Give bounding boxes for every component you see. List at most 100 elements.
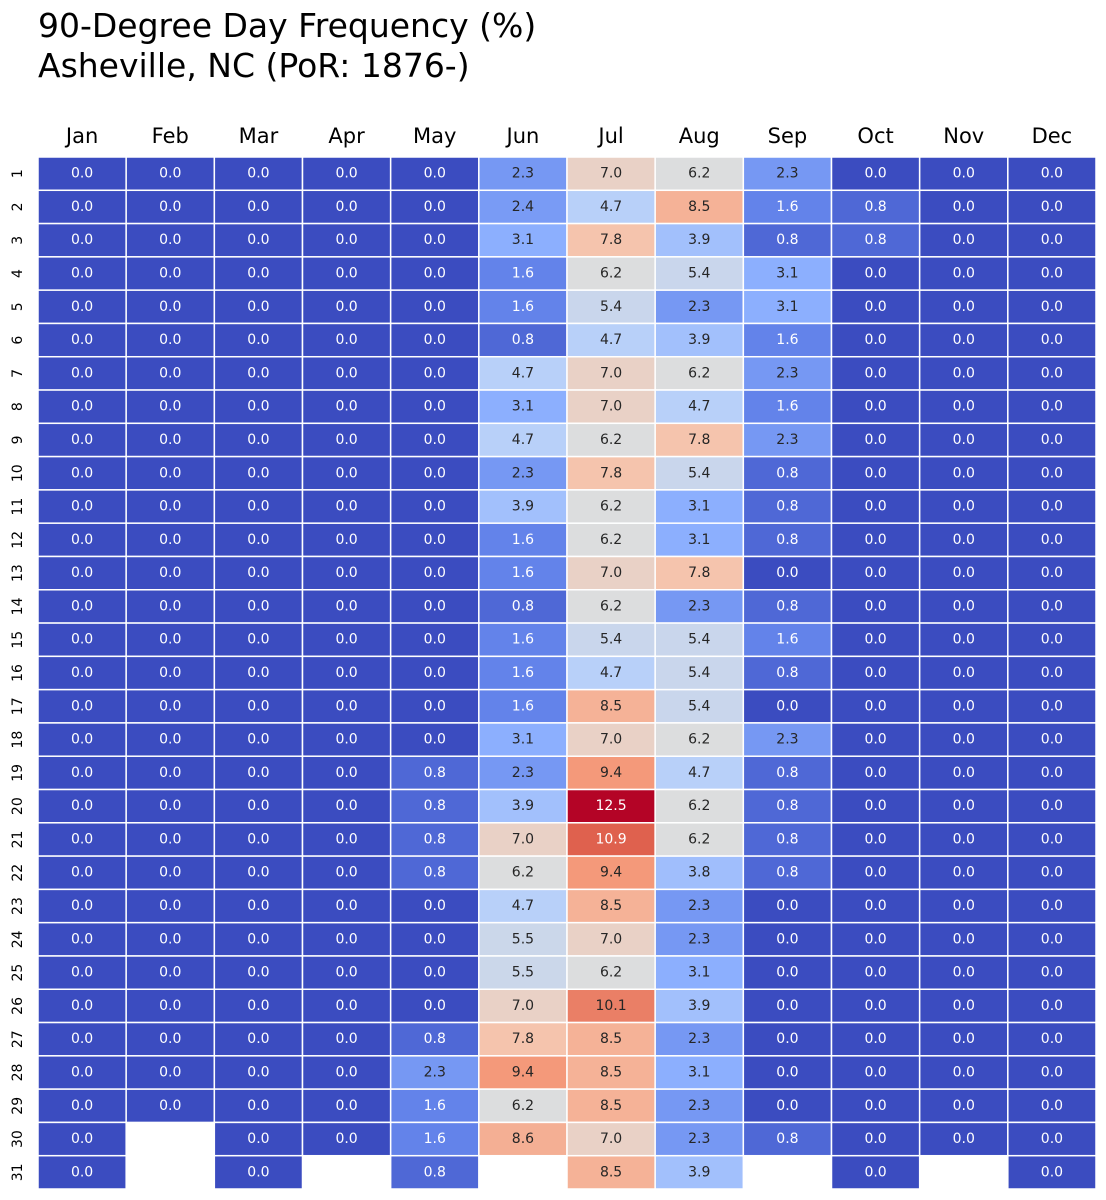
cell-value-label: 0.0 bbox=[247, 332, 269, 348]
cell-value-label: 6.2 bbox=[688, 166, 710, 182]
cell-value-label: 6.2 bbox=[512, 865, 534, 881]
cell-value-label: 0.8 bbox=[864, 232, 886, 248]
cell-value-label: 0.0 bbox=[953, 998, 975, 1014]
cell-value-label: 0.0 bbox=[424, 199, 446, 215]
cell-value-label: 0.0 bbox=[953, 765, 975, 781]
cell-value-label: 4.7 bbox=[512, 365, 534, 381]
cell-value-label: 0.0 bbox=[71, 1098, 93, 1114]
cell-value-label: 6.2 bbox=[600, 598, 622, 614]
cell-value-label: 0.8 bbox=[424, 798, 446, 814]
cell-value-label: 0.0 bbox=[424, 399, 446, 415]
cell-value-label: 0.0 bbox=[335, 798, 357, 814]
cell-value-label: 0.0 bbox=[953, 166, 975, 182]
cell-value-label: 0.0 bbox=[159, 399, 181, 415]
cell-value-label: 0.0 bbox=[71, 365, 93, 381]
cell-value-label: 9.4 bbox=[600, 765, 622, 781]
cell-value-label: 0.0 bbox=[424, 965, 446, 981]
cell-value-label: 0.8 bbox=[776, 831, 798, 847]
cell-value-label: 0.0 bbox=[424, 299, 446, 315]
cell-value-label: 0.0 bbox=[953, 865, 975, 881]
cell-value-label: 0.0 bbox=[71, 898, 93, 914]
cell-value-label: 0.0 bbox=[953, 1031, 975, 1047]
cell-value-label: 0.0 bbox=[335, 166, 357, 182]
cell-value-label: 0.0 bbox=[159, 299, 181, 315]
cell-value-label: 0.0 bbox=[159, 998, 181, 1014]
cell-value-label: 7.8 bbox=[688, 565, 710, 581]
cell-value-label: 0.0 bbox=[1041, 1164, 1063, 1180]
cell-value-label: 0.0 bbox=[71, 332, 93, 348]
cell-value-label: 0.0 bbox=[953, 598, 975, 614]
cell-value-label: 0.0 bbox=[864, 798, 886, 814]
cell-value-label: 4.7 bbox=[600, 199, 622, 215]
cell-value-label: 0.0 bbox=[159, 632, 181, 648]
cell-value-label: 3.9 bbox=[688, 1164, 710, 1180]
cell-value-label: 0.0 bbox=[71, 299, 93, 315]
cell-value-label: 3.1 bbox=[776, 299, 798, 315]
cell-value-label: 0.0 bbox=[159, 965, 181, 981]
cell-value-label: 0.0 bbox=[159, 1098, 181, 1114]
cell-value-label: 1.6 bbox=[512, 565, 534, 581]
cell-value-label: 0.0 bbox=[953, 299, 975, 315]
cell-value-label: 0.0 bbox=[159, 831, 181, 847]
cell-value-label: 2.3 bbox=[688, 1098, 710, 1114]
x-tick-label: Jul bbox=[596, 124, 623, 148]
cell-value-label: 7.0 bbox=[600, 931, 622, 947]
cell-value-label: 0.0 bbox=[335, 998, 357, 1014]
cell-value-label: 0.0 bbox=[335, 898, 357, 914]
cell-value-label: 0.0 bbox=[424, 266, 446, 282]
cell-value-label: 0.0 bbox=[953, 1098, 975, 1114]
cell-value-label: 5.4 bbox=[600, 632, 622, 648]
cell-value-label: 0.0 bbox=[335, 931, 357, 947]
cell-value-label: 0.0 bbox=[71, 998, 93, 1014]
cell-value-label: 0.0 bbox=[247, 465, 269, 481]
cell-value-label: 5.5 bbox=[512, 965, 534, 981]
cell-value-label: 0.0 bbox=[247, 199, 269, 215]
cell-value-label: 0.0 bbox=[776, 1098, 798, 1114]
cell-value-label: 0.0 bbox=[71, 1131, 93, 1147]
cell-value-label: 0.0 bbox=[776, 565, 798, 581]
cell-value-label: 0.0 bbox=[159, 199, 181, 215]
cell-value-label: 0.8 bbox=[776, 465, 798, 481]
y-tick-label: 6 bbox=[10, 336, 26, 345]
cell-value-label: 7.0 bbox=[600, 399, 622, 415]
cell-value-label: 0.8 bbox=[776, 1131, 798, 1147]
cell-value-label: 7.0 bbox=[600, 565, 622, 581]
cell-value-label: 0.8 bbox=[424, 1031, 446, 1047]
cell-value-label: 5.4 bbox=[688, 465, 710, 481]
cell-value-label: 0.0 bbox=[1041, 865, 1063, 881]
cell-value-label: 0.0 bbox=[1041, 1064, 1063, 1080]
cell-value-label: 1.6 bbox=[424, 1098, 446, 1114]
cell-value-label: 0.0 bbox=[1041, 166, 1063, 182]
cell-value-label: 0.0 bbox=[953, 698, 975, 714]
cell-value-label: 6.2 bbox=[600, 432, 622, 448]
cell-value-label: 0.0 bbox=[335, 598, 357, 614]
cell-value-label: 0.0 bbox=[864, 299, 886, 315]
cell-value-label: 5.4 bbox=[600, 299, 622, 315]
cell-value-label: 0.0 bbox=[1041, 399, 1063, 415]
cell-value-label: 0.0 bbox=[424, 898, 446, 914]
cell-value-label: 0.0 bbox=[1041, 698, 1063, 714]
cell-value-label: 0.8 bbox=[776, 665, 798, 681]
cell-value-label: 4.7 bbox=[512, 898, 534, 914]
cell-value-label: 6.2 bbox=[600, 266, 622, 282]
y-tick-label: 22 bbox=[10, 864, 26, 882]
cell-value-label: 0.0 bbox=[953, 831, 975, 847]
cell-value-label: 0.0 bbox=[247, 232, 269, 248]
cell-value-label: 1.6 bbox=[776, 632, 798, 648]
cell-value-label: 0.0 bbox=[1041, 931, 1063, 947]
cell-value-label: 3.1 bbox=[512, 399, 534, 415]
y-tick-label: 28 bbox=[10, 1064, 26, 1082]
cell-value-label: 2.3 bbox=[424, 1064, 446, 1080]
cell-value-label: 1.6 bbox=[776, 199, 798, 215]
y-tick-label: 19 bbox=[10, 764, 26, 782]
cell-value-label: 0.0 bbox=[159, 865, 181, 881]
cell-value-label: 0.8 bbox=[512, 598, 534, 614]
cell-value-label: 0.8 bbox=[776, 232, 798, 248]
cell-value-label: 0.0 bbox=[424, 432, 446, 448]
y-tick-label: 2 bbox=[10, 202, 26, 211]
cell-value-label: 0.0 bbox=[335, 332, 357, 348]
cell-value-label: 0.0 bbox=[424, 998, 446, 1014]
cell-value-label: 0.0 bbox=[335, 1098, 357, 1114]
cell-value-label: 0.0 bbox=[1041, 965, 1063, 981]
